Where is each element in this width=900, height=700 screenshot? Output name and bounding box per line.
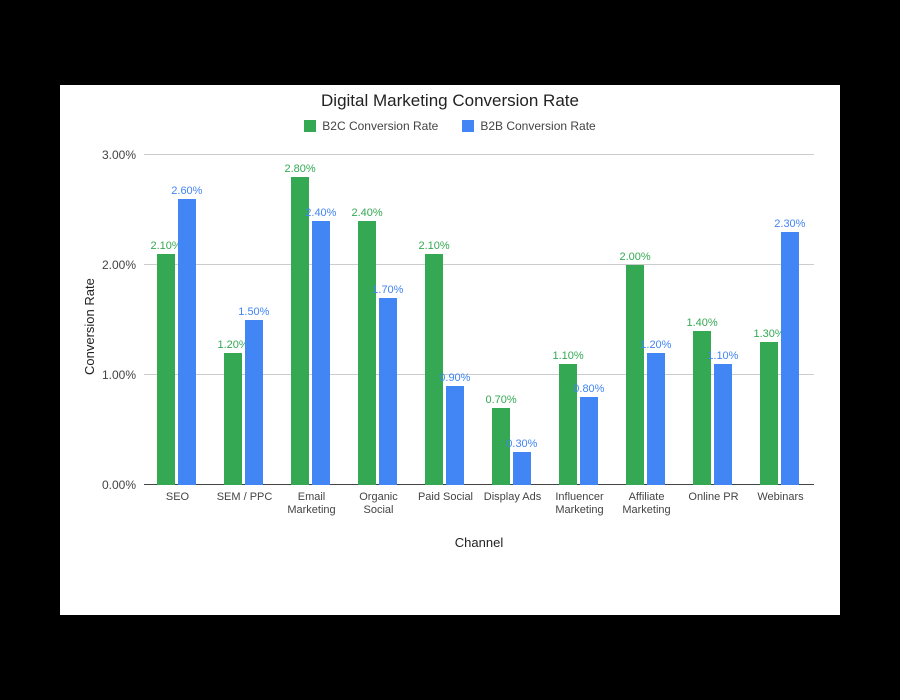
bar-value-label: 1.10%: [693, 350, 753, 362]
x-tick-label: SEM / PPC: [210, 485, 280, 504]
y-tick-label: 2.00%: [102, 258, 144, 272]
category-group: Organic Social2.40%1.70%: [345, 155, 412, 485]
category-group: SEO2.10%2.60%: [144, 155, 211, 485]
bar: [647, 353, 666, 485]
bar: [626, 265, 645, 485]
category-group: Display Ads0.70%0.30%: [479, 155, 546, 485]
legend-item: B2B Conversion Rate: [462, 119, 595, 133]
bar-value-label: 0.70%: [471, 394, 531, 406]
bar: [245, 320, 264, 485]
bar: [358, 221, 377, 485]
x-tick-label: Webinars: [746, 485, 816, 504]
bar-value-label: 1.40%: [672, 317, 732, 329]
bar: [513, 452, 532, 485]
bar-value-label: 0.30%: [492, 438, 552, 450]
bar: [580, 397, 599, 485]
legend-swatch: [462, 120, 474, 132]
bar-value-label: 1.20%: [626, 339, 686, 351]
bar-value-label: 0.90%: [425, 372, 485, 384]
x-tick-label: Influencer Marketing: [545, 485, 615, 516]
bar-value-label: 2.00%: [605, 251, 665, 263]
x-tick-label: Online PR: [679, 485, 749, 504]
category-group: Email Marketing2.80%2.40%: [278, 155, 345, 485]
bar-value-label: 2.40%: [337, 207, 397, 219]
bar: [425, 254, 444, 485]
bar: [760, 342, 779, 485]
x-tick-label: SEO: [143, 485, 213, 504]
bar: [312, 221, 331, 485]
bar: [291, 177, 310, 485]
category-group: Webinars1.30%2.30%: [747, 155, 814, 485]
bar: [781, 232, 800, 485]
chart-title: Digital Marketing Conversion Rate: [60, 91, 840, 111]
bar-value-label: 2.60%: [157, 185, 217, 197]
bar: [157, 254, 176, 485]
x-axis-title: Channel: [144, 535, 814, 550]
legend-item: B2C Conversion Rate: [304, 119, 438, 133]
x-tick-label: Paid Social: [411, 485, 481, 504]
x-tick-label: Display Ads: [478, 485, 548, 504]
legend-swatch: [304, 120, 316, 132]
y-tick-label: 3.00%: [102, 148, 144, 162]
bar-value-label: 2.30%: [760, 218, 820, 230]
x-tick-label: Email Marketing: [277, 485, 347, 516]
plot-area: 0.00%1.00%2.00%3.00%SEO2.10%2.60%SEM / P…: [144, 155, 814, 485]
legend-label: B2B Conversion Rate: [480, 119, 595, 133]
category-group: Online PR1.40%1.10%: [680, 155, 747, 485]
category-group: SEM / PPC1.20%1.50%: [211, 155, 278, 485]
y-axis-title: Conversion Rate: [82, 278, 97, 375]
chart-panel: Digital Marketing Conversion Rate B2C Co…: [60, 85, 840, 615]
category-group: Affiliate Marketing2.00%1.20%: [613, 155, 680, 485]
bar-value-label: 0.80%: [559, 383, 619, 395]
bar-value-label: 2.80%: [270, 163, 330, 175]
bar: [714, 364, 733, 485]
bar-value-label: 1.70%: [358, 284, 418, 296]
bar: [379, 298, 398, 485]
x-tick-label: Organic Social: [344, 485, 414, 516]
bar-value-label: 2.10%: [404, 240, 464, 252]
bar: [178, 199, 197, 485]
bar-value-label: 1.50%: [224, 306, 284, 318]
category-group: Paid Social2.10%0.90%: [412, 155, 479, 485]
x-tick-label: Affiliate Marketing: [612, 485, 682, 516]
bar: [446, 386, 465, 485]
bar: [224, 353, 243, 485]
category-group: Influencer Marketing1.10%0.80%: [546, 155, 613, 485]
y-tick-label: 1.00%: [102, 368, 144, 382]
legend-label: B2C Conversion Rate: [322, 119, 438, 133]
y-tick-label: 0.00%: [102, 478, 144, 492]
bar-value-label: 1.10%: [538, 350, 598, 362]
legend: B2C Conversion Rate B2B Conversion Rate: [60, 119, 840, 135]
